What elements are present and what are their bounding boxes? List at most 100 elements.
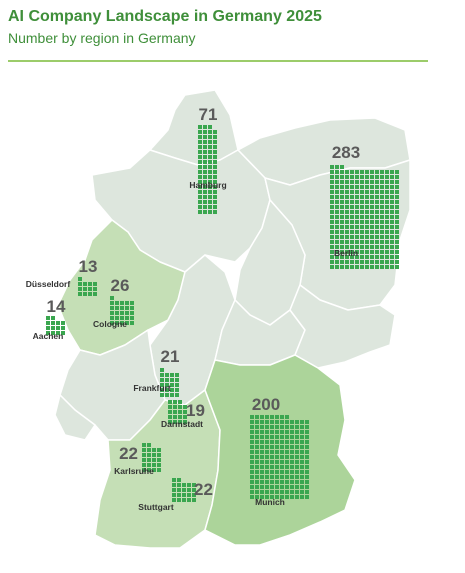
- company-square: [280, 485, 284, 489]
- company-square: [395, 200, 399, 204]
- company-square: [260, 435, 264, 439]
- company-square: [213, 200, 217, 204]
- company-square: [305, 440, 309, 444]
- company-square: [335, 265, 339, 269]
- company-square: [170, 388, 174, 392]
- waffle-stuttgart: [172, 478, 196, 502]
- company-square: [265, 470, 269, 474]
- city-label-munich: Munich: [255, 497, 285, 507]
- company-square: [165, 383, 169, 387]
- company-square: [390, 205, 394, 209]
- company-square: [390, 215, 394, 219]
- company-square: [335, 255, 339, 259]
- company-square: [130, 321, 134, 325]
- company-square: [330, 205, 334, 209]
- company-square: [110, 311, 114, 315]
- company-square: [198, 145, 202, 149]
- count-darmstadt: 19: [186, 401, 205, 420]
- company-square: [183, 410, 187, 414]
- count-stuttgart: 22: [194, 480, 213, 499]
- company-square: [198, 125, 202, 129]
- company-square: [265, 455, 269, 459]
- company-square: [395, 225, 399, 229]
- company-square: [335, 190, 339, 194]
- company-square: [290, 495, 294, 499]
- company-square: [250, 485, 254, 489]
- company-square: [300, 450, 304, 454]
- company-square: [380, 190, 384, 194]
- company-square: [305, 490, 309, 494]
- company-square: [375, 265, 379, 269]
- company-square: [250, 475, 254, 479]
- company-square: [300, 465, 304, 469]
- company-square: [345, 245, 349, 249]
- company-square: [335, 195, 339, 199]
- company-square: [350, 265, 354, 269]
- city-label-berlin: Berlin: [334, 248, 358, 258]
- company-square: [345, 230, 349, 234]
- company-square: [295, 435, 299, 439]
- company-square: [203, 190, 207, 194]
- company-square: [370, 185, 374, 189]
- company-square: [365, 260, 369, 264]
- company-square: [395, 260, 399, 264]
- waffle-karlsruhe: [142, 443, 161, 472]
- company-square: [335, 210, 339, 214]
- company-square: [390, 180, 394, 184]
- company-square: [177, 488, 181, 492]
- company-square: [56, 321, 60, 325]
- company-square: [345, 180, 349, 184]
- company-square: [157, 468, 161, 472]
- company-square: [255, 455, 259, 459]
- company-square: [340, 180, 344, 184]
- company-square: [270, 450, 274, 454]
- company-square: [265, 445, 269, 449]
- company-square: [280, 475, 284, 479]
- company-square: [275, 440, 279, 444]
- company-square: [305, 480, 309, 484]
- company-square: [265, 480, 269, 484]
- company-square: [208, 130, 212, 134]
- company-square: [208, 210, 212, 214]
- company-square: [198, 130, 202, 134]
- company-square: [360, 205, 364, 209]
- company-square: [198, 195, 202, 199]
- count-hamburg: 71: [199, 105, 218, 124]
- company-square: [275, 490, 279, 494]
- company-square: [208, 135, 212, 139]
- company-square: [340, 190, 344, 194]
- company-square: [265, 495, 269, 499]
- company-square: [157, 458, 161, 462]
- company-square: [165, 373, 169, 377]
- company-square: [345, 240, 349, 244]
- city-label-frankfurt: Frankfurt: [133, 383, 170, 393]
- company-square: [385, 220, 389, 224]
- company-square: [260, 440, 264, 444]
- region-saarland: [54, 394, 96, 441]
- company-square: [395, 235, 399, 239]
- company-square: [330, 165, 334, 169]
- company-square: [125, 316, 129, 320]
- company-square: [305, 465, 309, 469]
- company-square: [335, 200, 339, 204]
- company-square: [295, 480, 299, 484]
- company-square: [142, 463, 146, 467]
- company-square: [213, 145, 217, 149]
- company-square: [365, 185, 369, 189]
- company-square: [365, 225, 369, 229]
- company-square: [265, 460, 269, 464]
- company-square: [335, 250, 339, 254]
- company-square: [260, 450, 264, 454]
- company-square: [375, 220, 379, 224]
- company-square: [183, 415, 187, 419]
- company-square: [330, 195, 334, 199]
- company-square: [345, 235, 349, 239]
- company-square: [365, 220, 369, 224]
- company-square: [360, 200, 364, 204]
- company-square: [370, 225, 374, 229]
- company-square: [365, 240, 369, 244]
- company-square: [177, 478, 181, 482]
- company-square: [340, 245, 344, 249]
- company-square: [340, 170, 344, 174]
- company-square: [390, 260, 394, 264]
